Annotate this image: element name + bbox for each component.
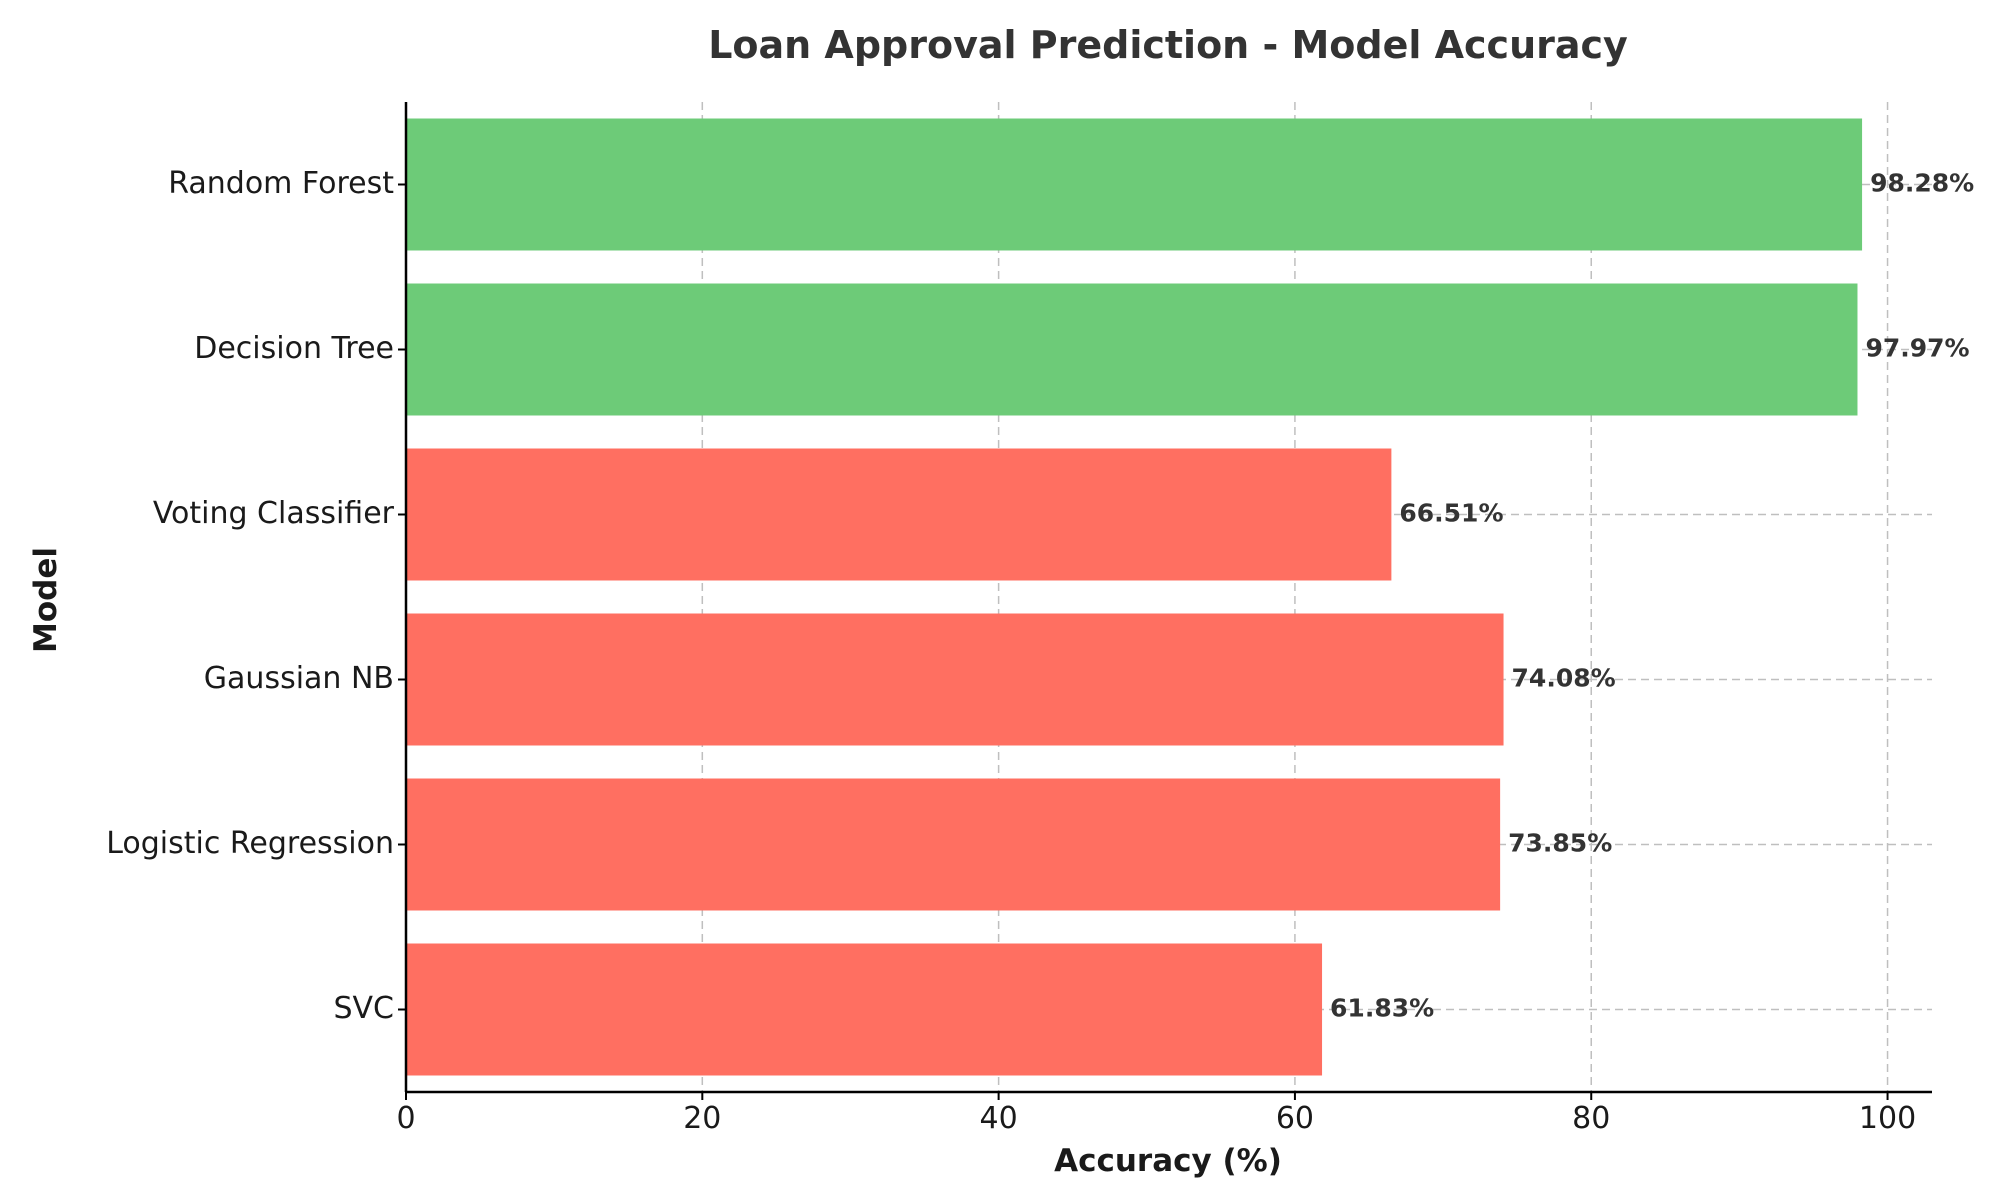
bar — [406, 283, 1858, 416]
bar-value-label: 66.51% — [1399, 499, 1503, 528]
y-tick-label: Logistic Regression — [106, 826, 394, 861]
bar — [406, 943, 1323, 1076]
axes: Random Forest Decision Tree Voting Classif… — [106, 102, 1932, 1136]
x-tick-label: 20 — [683, 1101, 721, 1136]
y-tick-label: Random Forest — [168, 166, 394, 201]
y-axis-label: Model — [28, 547, 64, 653]
chart-title: Loan Approval Prediction - Model Accurac… — [708, 23, 1628, 67]
y-tick-label: Gaussian NB — [204, 661, 394, 696]
x-tick-label: 0 — [396, 1101, 415, 1136]
y-tick-label: Decision Tree — [194, 331, 394, 366]
x-tick-label: 100 — [1859, 1101, 1916, 1136]
bar-value-label: 73.85% — [1508, 829, 1612, 858]
bar — [406, 118, 1863, 251]
y-tick-label: SVC — [333, 991, 394, 1026]
y-tick-label: Voting Classifier — [153, 496, 395, 531]
value-labels: 98.28% 97.97% 66.51% 74.08% 73.85% 61.83% — [1330, 169, 1974, 1023]
bar-value-label: 98.28% — [1870, 169, 1974, 198]
bar-value-label: 74.08% — [1512, 664, 1616, 693]
x-tick-label: 60 — [1276, 1101, 1314, 1136]
bars — [406, 118, 1863, 1076]
bar-value-label: 61.83% — [1330, 994, 1434, 1023]
x-axis-label: Accuracy (%) — [1054, 1143, 1282, 1179]
x-tick-label: 80 — [1572, 1101, 1610, 1136]
bar — [406, 613, 1504, 746]
bar-value-label: 97.97% — [1865, 334, 1969, 363]
bar — [406, 448, 1392, 581]
x-tick-label: 40 — [980, 1101, 1018, 1136]
bar — [406, 778, 1501, 911]
